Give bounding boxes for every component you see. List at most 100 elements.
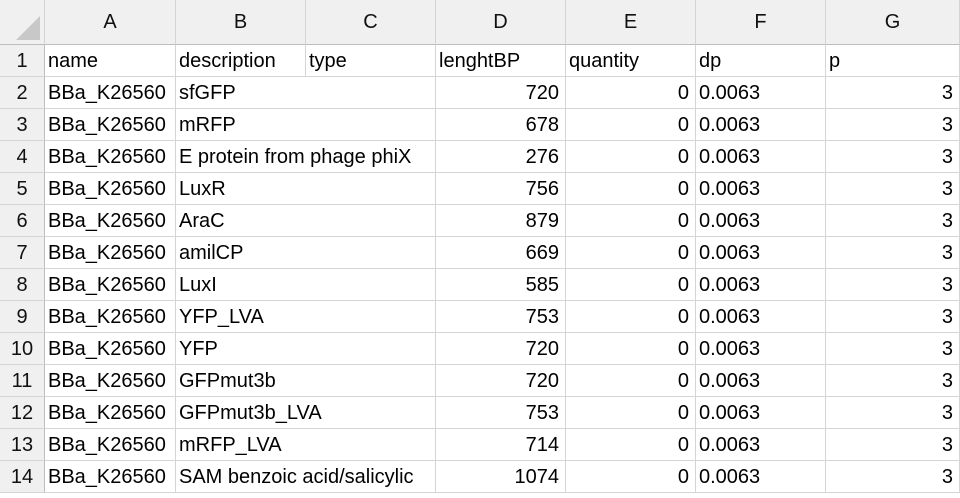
row-header[interactable]: 8 bbox=[0, 269, 45, 301]
cell-p[interactable]: 3 bbox=[826, 397, 960, 429]
cell-quantity[interactable]: 0 bbox=[566, 397, 696, 429]
cell-quantity[interactable]: 0 bbox=[566, 269, 696, 301]
cell-quantity[interactable]: 0 bbox=[566, 429, 696, 461]
row-header[interactable]: 11 bbox=[0, 365, 45, 397]
cell-lenghtbp[interactable]: 585 bbox=[436, 269, 566, 301]
cell-name[interactable]: BBa_K26560 bbox=[45, 461, 176, 493]
cell-dp[interactable]: 0.0063 bbox=[696, 397, 826, 429]
cell-name[interactable]: BBa_K26560 bbox=[45, 365, 176, 397]
column-header-f[interactable]: F bbox=[696, 0, 826, 45]
cell-dp[interactable]: 0.0063 bbox=[696, 365, 826, 397]
cell-p[interactable]: 3 bbox=[826, 237, 960, 269]
cell-quantity[interactable]: 0 bbox=[566, 365, 696, 397]
row-header[interactable]: 5 bbox=[0, 173, 45, 205]
cell-description[interactable]: LuxR bbox=[176, 173, 436, 205]
column-header-g[interactable]: G bbox=[826, 0, 960, 45]
cell-p[interactable]: 3 bbox=[826, 141, 960, 173]
cell-lenghtbp[interactable]: 714 bbox=[436, 429, 566, 461]
cell-lenghtbp[interactable]: 678 bbox=[436, 109, 566, 141]
row-header[interactable]: 7 bbox=[0, 237, 45, 269]
cell-p[interactable]: 3 bbox=[826, 429, 960, 461]
cell-description[interactable]: amilCP bbox=[176, 237, 436, 269]
select-all-corner[interactable] bbox=[0, 0, 45, 45]
row-header[interactable]: 2 bbox=[0, 77, 45, 109]
cell-p[interactable]: 3 bbox=[826, 173, 960, 205]
cell-description[interactable]: LuxI bbox=[176, 269, 436, 301]
cell-lenghtbp[interactable]: 879 bbox=[436, 205, 566, 237]
cell-name[interactable]: BBa_K26560 bbox=[45, 109, 176, 141]
cell-quantity[interactable]: 0 bbox=[566, 141, 696, 173]
cell-lenghtbp[interactable]: 753 bbox=[436, 301, 566, 333]
cell-p[interactable]: 3 bbox=[826, 301, 960, 333]
row-header[interactable]: 4 bbox=[0, 141, 45, 173]
row-header[interactable]: 10 bbox=[0, 333, 45, 365]
cell-description[interactable]: YFP_LVA bbox=[176, 301, 436, 333]
cell-name[interactable]: BBa_K26560 bbox=[45, 173, 176, 205]
cell-p[interactable]: 3 bbox=[826, 205, 960, 237]
cell-dp[interactable]: 0.0063 bbox=[696, 269, 826, 301]
cell-header-p[interactable]: p bbox=[826, 45, 960, 77]
cell-header-name[interactable]: name bbox=[45, 45, 176, 77]
cell-p[interactable]: 3 bbox=[826, 269, 960, 301]
cell-dp[interactable]: 0.0063 bbox=[696, 429, 826, 461]
cell-header-lenghtbp[interactable]: lenghtBP bbox=[436, 45, 566, 77]
cell-p[interactable]: 3 bbox=[826, 109, 960, 141]
cell-name[interactable]: BBa_K26560 bbox=[45, 429, 176, 461]
cell-dp[interactable]: 0.0063 bbox=[696, 173, 826, 205]
row-header[interactable]: 12 bbox=[0, 397, 45, 429]
cell-quantity[interactable]: 0 bbox=[566, 461, 696, 493]
cell-dp[interactable]: 0.0063 bbox=[696, 205, 826, 237]
row-header[interactable]: 3 bbox=[0, 109, 45, 141]
cell-lenghtbp[interactable]: 720 bbox=[436, 77, 566, 109]
column-header-c[interactable]: C bbox=[306, 0, 436, 45]
cell-lenghtbp[interactable]: 669 bbox=[436, 237, 566, 269]
cell-dp[interactable]: 0.0063 bbox=[696, 301, 826, 333]
cell-description[interactable]: YFP bbox=[176, 333, 436, 365]
cell-name[interactable]: BBa_K26560 bbox=[45, 397, 176, 429]
column-header-d[interactable]: D bbox=[436, 0, 566, 45]
cell-p[interactable]: 3 bbox=[826, 77, 960, 109]
column-header-a[interactable]: A bbox=[45, 0, 176, 45]
cell-description[interactable]: E protein from phage phiX bbox=[176, 141, 436, 173]
cell-p[interactable]: 3 bbox=[826, 461, 960, 493]
cell-dp[interactable]: 0.0063 bbox=[696, 333, 826, 365]
cell-p[interactable]: 3 bbox=[826, 333, 960, 365]
cell-header-dp[interactable]: dp bbox=[696, 45, 826, 77]
cell-dp[interactable]: 0.0063 bbox=[696, 461, 826, 493]
cell-header-description[interactable]: description bbox=[176, 45, 306, 77]
cell-lenghtbp[interactable]: 276 bbox=[436, 141, 566, 173]
row-header[interactable]: 6 bbox=[0, 205, 45, 237]
cell-description[interactable]: GFPmut3b_LVA bbox=[176, 397, 436, 429]
cell-quantity[interactable]: 0 bbox=[566, 237, 696, 269]
cell-header-quantity[interactable]: quantity bbox=[566, 45, 696, 77]
cell-lenghtbp[interactable]: 720 bbox=[436, 333, 566, 365]
cell-lenghtbp[interactable]: 720 bbox=[436, 365, 566, 397]
cell-name[interactable]: BBa_K26560 bbox=[45, 77, 176, 109]
cell-description[interactable]: mRFP_LVA bbox=[176, 429, 436, 461]
column-header-e[interactable]: E bbox=[566, 0, 696, 45]
cell-quantity[interactable]: 0 bbox=[566, 77, 696, 109]
cell-p[interactable]: 3 bbox=[826, 365, 960, 397]
row-header[interactable]: 1 bbox=[0, 45, 45, 77]
cell-description[interactable]: sfGFP bbox=[176, 77, 436, 109]
cell-name[interactable]: BBa_K26560 bbox=[45, 301, 176, 333]
cell-header-type[interactable]: type bbox=[306, 45, 436, 77]
cell-description[interactable]: SAM benzoic acid/salicylic bbox=[176, 461, 436, 493]
cell-dp[interactable]: 0.0063 bbox=[696, 109, 826, 141]
cell-lenghtbp[interactable]: 753 bbox=[436, 397, 566, 429]
cell-description[interactable]: mRFP bbox=[176, 109, 436, 141]
cell-dp[interactable]: 0.0063 bbox=[696, 141, 826, 173]
cell-name[interactable]: BBa_K26560 bbox=[45, 205, 176, 237]
cell-quantity[interactable]: 0 bbox=[566, 333, 696, 365]
cell-quantity[interactable]: 0 bbox=[566, 301, 696, 333]
cell-description[interactable]: AraC bbox=[176, 205, 436, 237]
cell-lenghtbp[interactable]: 1074 bbox=[436, 461, 566, 493]
cell-name[interactable]: BBa_K26560 bbox=[45, 141, 176, 173]
cell-dp[interactable]: 0.0063 bbox=[696, 237, 826, 269]
cell-dp[interactable]: 0.0063 bbox=[696, 77, 826, 109]
column-header-b[interactable]: B bbox=[176, 0, 306, 45]
row-header[interactable]: 14 bbox=[0, 461, 45, 493]
cell-lenghtbp[interactable]: 756 bbox=[436, 173, 566, 205]
cell-name[interactable]: BBa_K26560 bbox=[45, 269, 176, 301]
cell-name[interactable]: BBa_K26560 bbox=[45, 237, 176, 269]
